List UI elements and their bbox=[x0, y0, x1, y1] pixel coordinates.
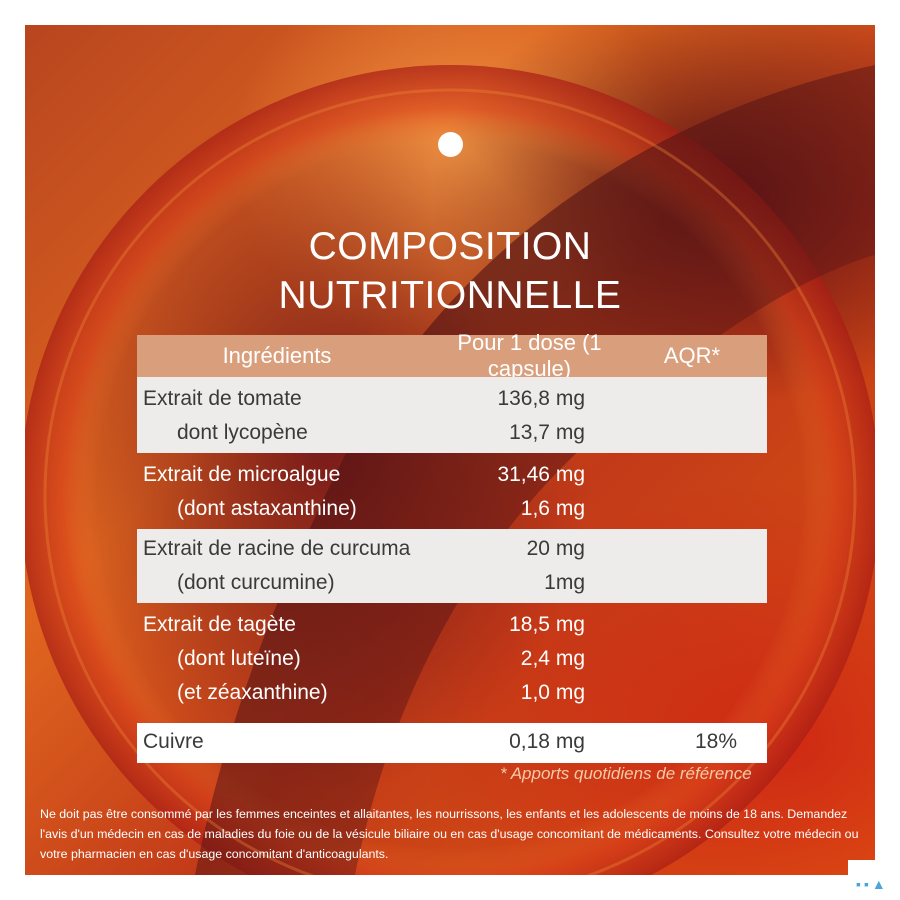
ingredient-name: (dont astaxanthine) bbox=[177, 497, 357, 520]
table-row: Extrait de racine de curcuma 20 mg bbox=[137, 533, 767, 567]
ingredient-value: 1,6 mg bbox=[520, 497, 585, 520]
group-cuivre: Cuivre 0,18 mg 18% bbox=[137, 723, 767, 763]
ingredient-name: (dont curcumine) bbox=[177, 571, 335, 594]
table-row: (et zéaxanthine) 1,0 mg bbox=[137, 677, 767, 711]
ingredient-aqr: 18% bbox=[695, 730, 738, 753]
header-ingredients: Ingrédients bbox=[222, 343, 332, 368]
ingredient-name: Extrait de microalgue bbox=[143, 463, 341, 486]
decorative-swirl bbox=[25, 65, 875, 875]
aqr-footnote: * Apports quotidiens de référence bbox=[500, 764, 752, 783]
ingredient-value: 0,18 mg bbox=[509, 730, 585, 753]
ingredient-value: 1mg bbox=[544, 571, 585, 594]
disclaimer-text: Ne doit pas être consommé par les femmes… bbox=[40, 807, 859, 861]
corner-watermark-box bbox=[848, 860, 900, 900]
ingredient-value: 20 mg bbox=[526, 537, 585, 560]
table-row: Extrait de microalgue 31,46 mg bbox=[137, 459, 767, 493]
table-row: Extrait de tomate 136,8 mg bbox=[137, 383, 767, 417]
ingredient-name: Extrait de racine de curcuma bbox=[143, 537, 411, 560]
group-curcuma: Extrait de racine de curcuma 20 mg (dont… bbox=[137, 529, 767, 603]
table-row: dont lycopène 13,7 mg bbox=[137, 417, 767, 451]
table-row: (dont luteïne) 2,4 mg bbox=[137, 643, 767, 677]
header-dose: Pour 1 dose (1 capsule) bbox=[457, 330, 602, 381]
group-tagete: Extrait de tagète 18,5 mg (dont luteïne)… bbox=[137, 603, 767, 723]
table-row: Extrait de tagète 18,5 mg bbox=[137, 609, 767, 643]
composition-table: Ingrédients Pour 1 dose (1 capsule) AQR*… bbox=[137, 330, 767, 763]
ingredient-value: 136,8 mg bbox=[497, 387, 585, 410]
page-title-line1: COMPOSITION bbox=[308, 225, 592, 268]
ingredient-value: 2,4 mg bbox=[520, 647, 585, 670]
group-microalgue: Extrait de microalgue 31,46 mg (dont ast… bbox=[137, 453, 767, 529]
ingredient-name: dont lycopène bbox=[177, 421, 308, 444]
header-aqr: AQR* bbox=[663, 343, 721, 368]
ingredient-value: 18,5 mg bbox=[509, 613, 585, 636]
table-row: Cuivre 0,18 mg 18% bbox=[137, 726, 767, 760]
ingredient-name: Extrait de tagète bbox=[143, 613, 296, 636]
ingredient-value: 31,46 mg bbox=[497, 463, 585, 486]
table-row: (dont astaxanthine) 1,6 mg bbox=[137, 493, 767, 527]
page-title-line2: NUTRITIONNELLE bbox=[278, 274, 622, 317]
ingredient-name: Extrait de tomate bbox=[143, 387, 302, 410]
ingredient-value: 1,0 mg bbox=[520, 681, 585, 704]
watermark-icon: ▪▪▲ bbox=[856, 876, 889, 892]
ingredient-value: 13,7 mg bbox=[509, 421, 585, 444]
hang-hole bbox=[438, 132, 463, 157]
table-row: (dont curcumine) 1mg bbox=[137, 567, 767, 601]
ingredient-name: Cuivre bbox=[143, 730, 204, 753]
group-tomate: Extrait de tomate 136,8 mg dont lycopène… bbox=[137, 377, 767, 453]
table-header: Ingrédients Pour 1 dose (1 capsule) AQR* bbox=[137, 330, 767, 381]
ingredient-name: (et zéaxanthine) bbox=[177, 681, 328, 704]
ingredient-name: (dont luteïne) bbox=[177, 647, 301, 670]
